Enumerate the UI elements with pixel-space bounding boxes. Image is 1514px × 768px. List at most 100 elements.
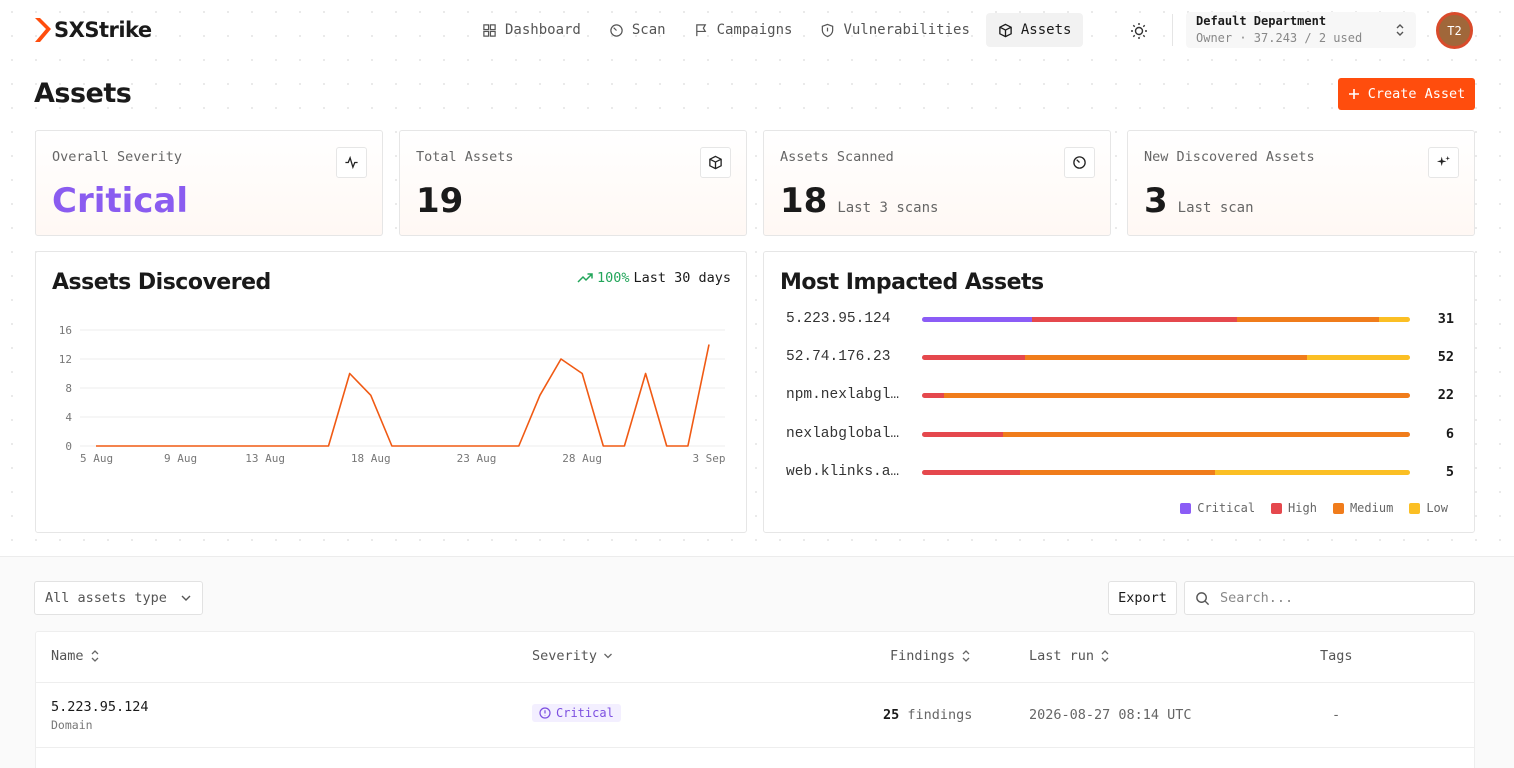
column-header-name[interactable]: Name <box>51 648 100 664</box>
plus-icon <box>1348 89 1359 99</box>
data-point[interactable] <box>516 444 521 449</box>
panel-title: Most Impacted Assets <box>780 270 1044 295</box>
data-point[interactable] <box>263 444 268 449</box>
data-point[interactable] <box>199 444 204 449</box>
column-header-last-run[interactable]: Last run <box>1029 648 1110 664</box>
box-icon <box>700 147 731 178</box>
data-point[interactable] <box>643 371 648 376</box>
department-switcher[interactable]: Default Department Owner · 37.243 / 2 us… <box>1186 12 1416 48</box>
impacted-asset-total: 31 <box>1437 311 1454 327</box>
legend-swatch <box>1409 502 1421 514</box>
nav-item-assets[interactable]: Assets <box>985 13 1084 47</box>
x-tick-label: 18 Aug <box>351 452 391 465</box>
impacted-asset-total: 6 <box>1445 426 1454 442</box>
impacted-asset-row[interactable]: nexlabglobal… 6 <box>786 424 1454 444</box>
data-point[interactable] <box>305 444 310 449</box>
data-point[interactable] <box>537 393 542 398</box>
stat-card-overall-severity: Overall Severity Critical <box>35 130 383 236</box>
legend-swatch <box>1180 502 1192 514</box>
nav-item-campaigns[interactable]: Campaigns <box>682 13 805 47</box>
last-run-value: 2026-08-27 08:14 UTC <box>1029 707 1192 723</box>
data-point[interactable] <box>664 444 669 449</box>
stat-value-wrap: 18 Last 3 scans <box>780 181 938 221</box>
tags-value: - <box>1332 707 1341 723</box>
stat-label: Assets Scanned <box>780 149 894 165</box>
trend-percent: 100% <box>596 270 630 286</box>
data-point[interactable] <box>241 444 246 449</box>
stat-sub: Last 3 scans <box>837 200 939 216</box>
column-header-findings[interactable]: Findings <box>890 648 971 664</box>
bar-segment-medium <box>1003 431 1410 437</box>
stat-label: Overall Severity <box>52 149 183 165</box>
top-navigation: SXStrike Dashboard Scan Campaigns Vulner… <box>0 0 1514 62</box>
sparkle-icon <box>1428 147 1459 178</box>
y-tick-label: 4 <box>65 411 72 424</box>
x-tick-label: 9 Aug <box>164 452 197 465</box>
impacted-asset-row[interactable]: web.klinks.a… 5 <box>786 462 1454 482</box>
data-point[interactable] <box>368 393 373 398</box>
activity-icon <box>336 147 367 178</box>
department-name: Default Department <box>1196 14 1327 28</box>
data-point[interactable] <box>115 444 120 449</box>
x-tick-label: 5 Aug <box>80 452 113 465</box>
data-point[interactable] <box>284 444 289 449</box>
avatar[interactable]: T2 <box>1436 12 1473 49</box>
data-point[interactable] <box>495 444 500 449</box>
department-usage: Owner · 37.243 / 2 used <box>1196 31 1363 45</box>
search-box[interactable] <box>1184 581 1475 615</box>
data-point[interactable] <box>453 444 458 449</box>
data-point[interactable] <box>601 444 606 449</box>
nav-label: Dashboard <box>505 22 581 38</box>
scan-icon <box>1064 147 1095 178</box>
data-point[interactable] <box>157 444 162 449</box>
flag-icon <box>695 23 706 36</box>
data-point[interactable] <box>685 444 690 449</box>
asset-name[interactable]: 5.223.95.124 <box>51 699 149 715</box>
chevron-down-icon <box>181 595 191 601</box>
box-icon <box>999 23 1012 37</box>
bar-segment-medium <box>1236 316 1379 322</box>
impacted-asset-name: web.klinks.a… <box>786 464 900 480</box>
impacted-asset-row[interactable]: 52.74.176.23 52 <box>786 347 1454 367</box>
data-point[interactable] <box>474 444 479 449</box>
search-input[interactable] <box>1220 590 1460 606</box>
nav-item-scan[interactable]: Scan <box>597 13 678 47</box>
data-point[interactable] <box>326 444 331 449</box>
create-asset-button[interactable]: Create Asset <box>1338 78 1475 110</box>
data-point[interactable] <box>707 342 712 347</box>
stat-card-total-assets: Total Assets 19 <box>399 130 747 236</box>
assets-table-section: All assets type Export Name Severity Fin… <box>0 556 1514 768</box>
data-point[interactable] <box>347 371 352 376</box>
data-point[interactable] <box>432 444 437 449</box>
sun-icon[interactable] <box>1129 21 1149 41</box>
impacted-asset-row[interactable]: npm.nexlabgl… 22 <box>786 385 1454 405</box>
trend-indicator: 100% Last 30 days <box>577 270 731 286</box>
x-tick-label: 3 Sep <box>692 452 725 465</box>
logo[interactable]: SXStrike <box>34 16 152 44</box>
nav-label: Campaigns <box>716 22 793 38</box>
trend-label: Last 30 days <box>633 270 731 286</box>
chevron-up-down-icon <box>1396 24 1404 36</box>
stat-value: Critical <box>52 181 189 221</box>
data-point[interactable] <box>220 444 225 449</box>
trending-up-icon <box>577 273 593 283</box>
data-point[interactable] <box>389 444 394 449</box>
export-button[interactable]: Export <box>1108 581 1177 615</box>
data-point[interactable] <box>622 444 627 449</box>
legend-label: Critical <box>1197 501 1256 515</box>
data-point[interactable] <box>178 444 183 449</box>
column-header-severity[interactable]: Severity <box>532 648 613 664</box>
legend-item-medium: Medium <box>1332 501 1393 515</box>
nav-item-dashboard[interactable]: Dashboard <box>470 13 593 47</box>
data-point[interactable] <box>559 357 564 362</box>
nav-item-vulnerabilities[interactable]: Vulnerabilities <box>808 13 981 47</box>
data-point[interactable] <box>94 444 99 449</box>
asset-type-filter[interactable]: All assets type <box>34 581 203 615</box>
impacted-asset-row[interactable]: 5.223.95.124 31 <box>786 309 1454 329</box>
stat-card-new-discovered: New Discovered Assets 3 Last scan <box>1127 130 1475 236</box>
data-point[interactable] <box>580 371 585 376</box>
stat-sub: Last scan <box>1177 200 1254 216</box>
data-point[interactable] <box>136 444 141 449</box>
table-row[interactable]: 5.223.95.124 Domain Critical 25 findings… <box>36 683 1474 748</box>
data-point[interactable] <box>411 444 416 449</box>
